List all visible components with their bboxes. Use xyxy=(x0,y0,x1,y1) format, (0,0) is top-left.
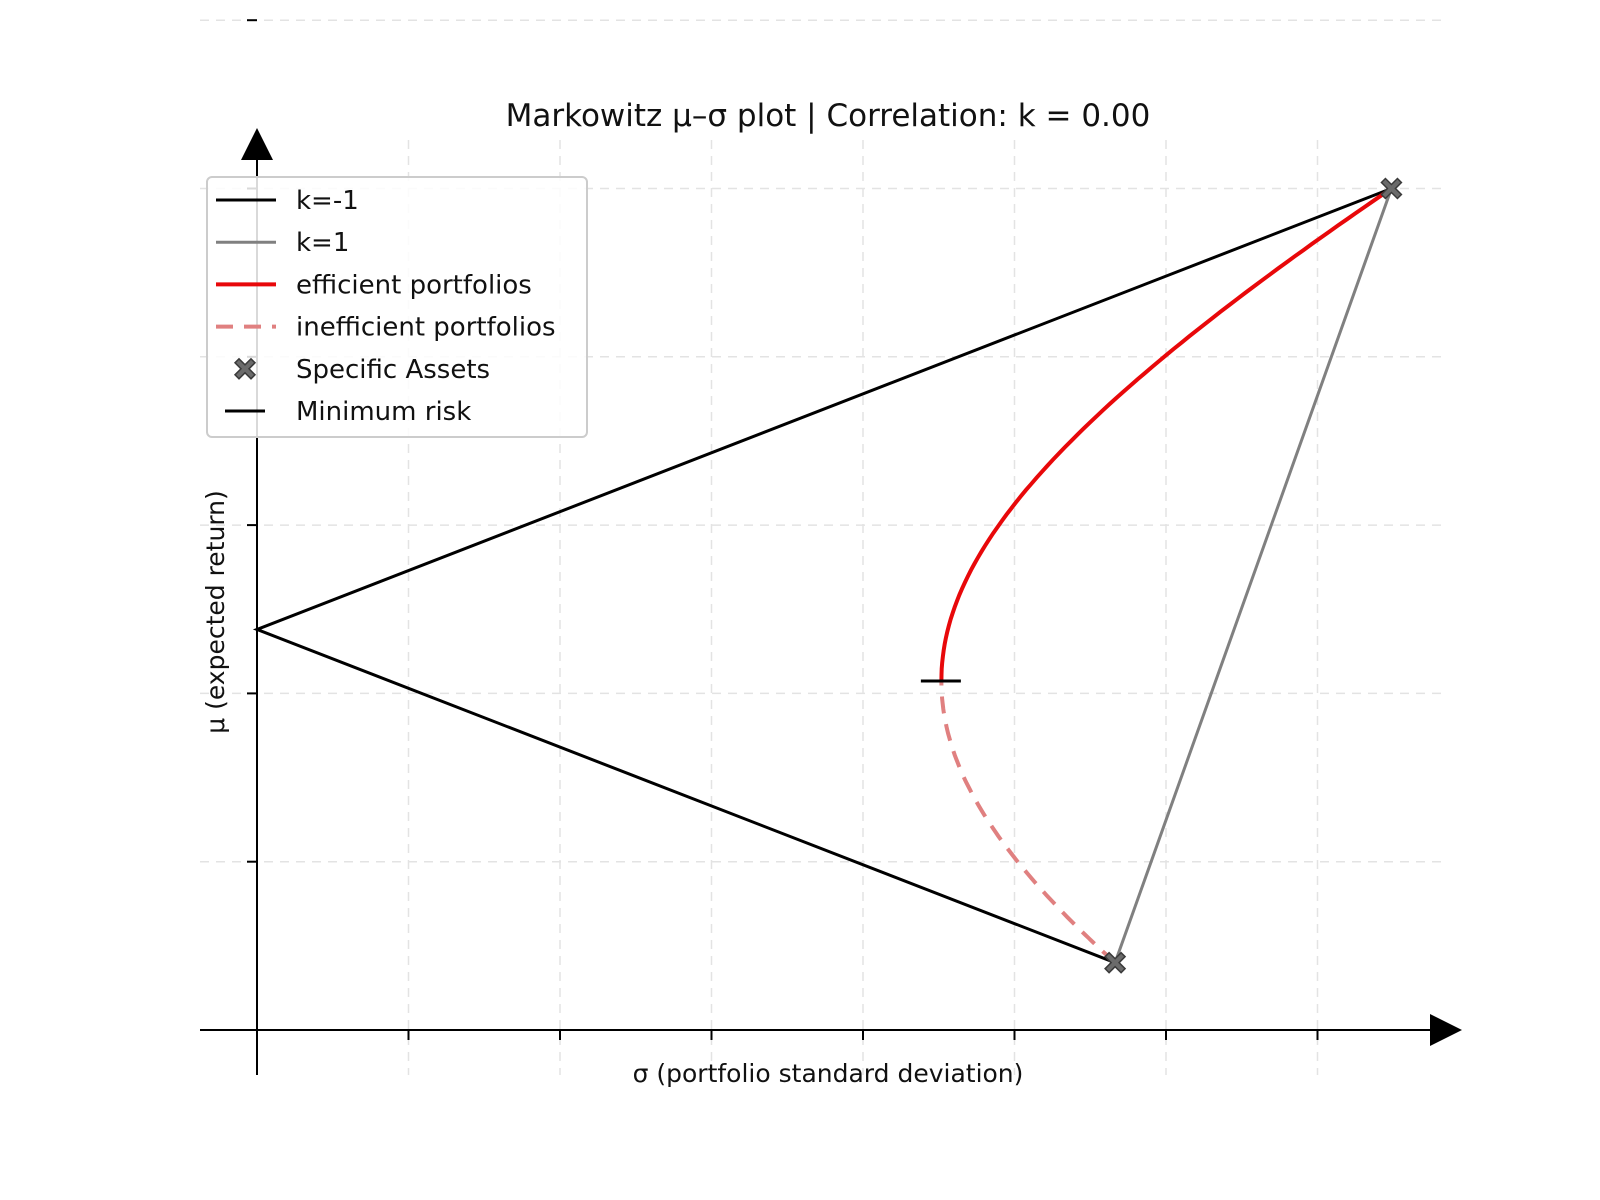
legend-label: k=1 xyxy=(296,228,349,258)
legend: k=-1 k=1 efficient portfolios inefficient p… xyxy=(206,176,588,438)
x-axis-arrow xyxy=(1430,1014,1462,1046)
series-efficient-portfolios xyxy=(939,186,1393,681)
legend-label: Specific Assets xyxy=(296,355,490,385)
legend-label: k=-1 xyxy=(296,186,359,216)
legend-label: efficient portfolios xyxy=(296,270,532,300)
legend-item: efficient portfolios xyxy=(216,270,532,300)
series-k-1 xyxy=(1113,187,1393,964)
legend-label: inefficient portfolios xyxy=(296,313,556,343)
legend-frame xyxy=(206,176,588,438)
chart-title: Markowitz μ–σ plot | Correlation: k = 0.… xyxy=(506,98,1151,134)
legend-item: Specific Assets xyxy=(234,355,490,385)
legend-item: inefficient portfolios xyxy=(216,313,556,343)
axes xyxy=(200,19,1462,1075)
x-axis-label: σ (portfolio standard deviation) xyxy=(633,1059,1024,1088)
y-axis-label: μ (expected return) xyxy=(201,490,230,734)
y-axis-arrow xyxy=(241,128,273,160)
series-k-1 xyxy=(252,187,1392,965)
legend-item: k=1 xyxy=(216,228,349,258)
grid xyxy=(200,19,1445,1075)
legend-item: Minimum risk xyxy=(225,397,471,427)
plot-area xyxy=(252,177,1403,974)
legend-label: Minimum risk xyxy=(296,397,471,427)
legend-item: k=-1 xyxy=(216,186,359,216)
asset-marker xyxy=(1104,951,1126,974)
series-inefficient-portfolios xyxy=(939,680,1117,965)
